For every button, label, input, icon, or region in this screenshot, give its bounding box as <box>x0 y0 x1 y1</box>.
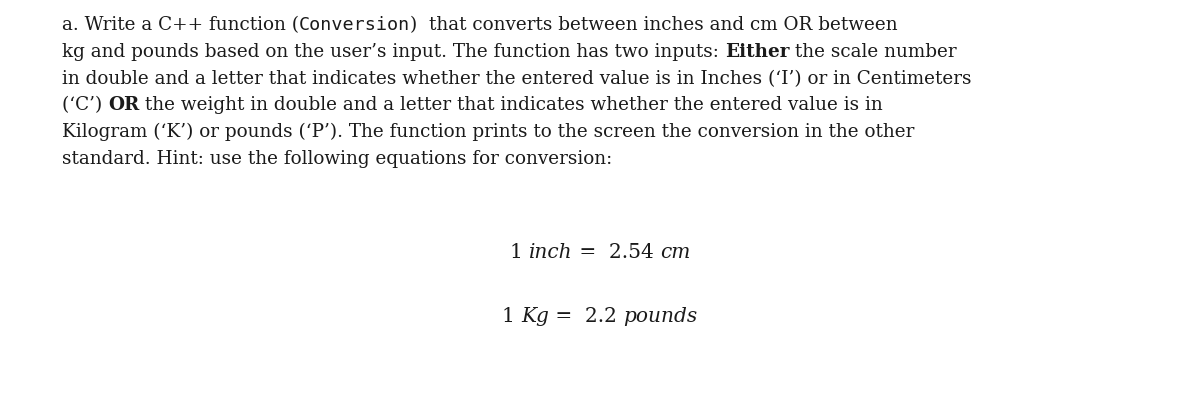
Text: the weight in double and a letter that indicates whether the entered value is in: the weight in double and a letter that i… <box>139 96 883 114</box>
Text: Kilogram (‘K’) or pounds (‘P’). The function prints to the screen the conversion: Kilogram (‘K’) or pounds (‘P’). The func… <box>62 123 914 141</box>
Text: a. Write a C++ function (: a. Write a C++ function ( <box>62 16 299 34</box>
Text: kg and pounds based on the user’s input. The function has two inputs:: kg and pounds based on the user’s input.… <box>62 43 725 61</box>
Text: =  2.54: = 2.54 <box>572 243 660 262</box>
Text: )  that converts between inches and cm OR between: ) that converts between inches and cm OR… <box>410 16 898 34</box>
Text: standard. Hint: use the following equations for conversion:: standard. Hint: use the following equati… <box>62 150 612 168</box>
Text: inch: inch <box>529 243 572 262</box>
Text: Kg: Kg <box>522 307 550 326</box>
Text: 1: 1 <box>502 307 522 326</box>
Text: OR: OR <box>108 96 139 114</box>
Text: 1: 1 <box>510 243 529 262</box>
Text: Conversion: Conversion <box>299 16 410 34</box>
Text: =  2.2: = 2.2 <box>550 307 624 326</box>
Text: cm: cm <box>660 243 690 262</box>
Text: pounds: pounds <box>624 307 698 326</box>
Text: Either: Either <box>725 43 790 61</box>
Text: (‘C’): (‘C’) <box>62 96 108 114</box>
Text: the scale number: the scale number <box>790 43 956 61</box>
Text: in double and a letter that indicates whether the entered value is in Inches (‘I: in double and a letter that indicates wh… <box>62 70 972 88</box>
